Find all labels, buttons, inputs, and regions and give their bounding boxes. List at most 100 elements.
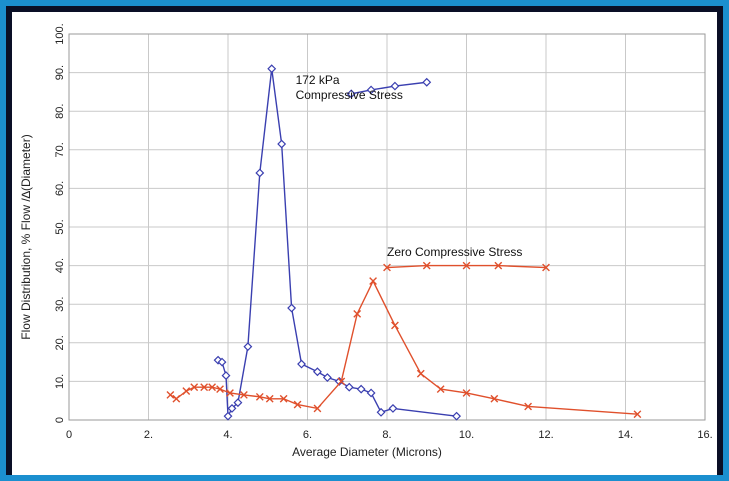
x-marker-stroke <box>190 383 199 392</box>
x-marker-stroke <box>422 261 431 270</box>
data-point-diamond <box>267 64 277 74</box>
data-point-x <box>313 404 322 413</box>
data-point-diamond <box>356 384 366 394</box>
x-marker-stroke <box>208 383 216 392</box>
annotations: 172 kPa Compressive Stress Zero Compressiv… <box>296 73 550 272</box>
data-point-diamond <box>422 77 432 87</box>
data-point-diamond <box>390 81 400 91</box>
data-point-x <box>462 389 471 397</box>
series-0 <box>213 64 462 421</box>
data-point-x <box>383 263 391 272</box>
x-marker-stroke <box>391 321 399 330</box>
data-point-diamond <box>452 411 462 421</box>
axes: 0 2. 4. 6. 8. 10. 12. 14. 16. 0 10. 20. 30. 40. 50. 60.… <box>19 23 713 459</box>
y-axis-label: Flow Distribution, % Flow /∆(Diameter) <box>19 134 33 339</box>
data-point-diamond <box>277 139 287 149</box>
data-point-x <box>391 321 399 330</box>
y-tick-label: 50. <box>54 219 66 234</box>
y-tick-label: 80. <box>54 104 66 119</box>
plot-border <box>68 33 706 421</box>
data-point-diamond <box>223 411 233 421</box>
x-marker-stroke <box>462 389 471 397</box>
x-tick-label: 12. <box>538 429 553 441</box>
x-marker-stroke <box>353 309 362 318</box>
data-point-diamond <box>227 403 237 413</box>
x-marker-stroke <box>369 277 377 285</box>
data-point-diamond <box>255 168 265 178</box>
data-point-x <box>255 392 264 401</box>
x-marker-stroke <box>383 263 391 272</box>
x-marker-stroke <box>524 402 533 411</box>
data-point-x <box>200 383 209 392</box>
data-point-x <box>353 309 362 318</box>
data-point-x <box>293 400 302 409</box>
data-point-diamond <box>366 85 376 95</box>
data-point-x <box>490 394 499 403</box>
data-point-diamond <box>217 357 227 367</box>
y-tick-label: 90. <box>54 65 66 80</box>
annotation-line: Compressive Stress <box>296 88 403 102</box>
data-point-x <box>524 402 533 411</box>
data-point-diamond <box>221 371 231 381</box>
x-marker-stroke <box>265 394 274 403</box>
annotation-zero-stress: Zero Compressive Stress <box>387 245 522 259</box>
x-marker-stroke <box>494 261 503 270</box>
data-point-diamond <box>322 373 332 382</box>
data-point-x <box>190 383 199 392</box>
data-point-x <box>542 263 550 272</box>
y-tick-label: 40. <box>54 258 66 273</box>
data-point-x <box>216 385 224 394</box>
x-marker-stroke <box>436 385 445 394</box>
series-line <box>169 279 638 415</box>
y-tick-label: 100. <box>54 23 66 44</box>
series-label-sample-1 <box>383 261 550 272</box>
series-label-sample-0 <box>346 77 432 99</box>
series-1 <box>166 277 642 419</box>
data-point-x <box>226 389 234 397</box>
data-point-diamond <box>243 342 253 352</box>
label-sample-line <box>351 81 427 95</box>
data-point-diamond <box>287 303 297 313</box>
x-tick-label: 0 <box>66 429 72 441</box>
data-point-diamond <box>297 359 306 369</box>
data-point-diamond <box>233 398 243 408</box>
series <box>166 64 642 421</box>
x-marker-stroke <box>293 400 302 409</box>
x-tick-label: 2. <box>144 429 153 441</box>
x-marker-stroke <box>462 261 471 270</box>
series-line <box>217 68 457 419</box>
x-tick-label: 14. <box>618 429 633 441</box>
y-tick-label: 60. <box>54 181 66 196</box>
x-marker-stroke <box>216 385 224 394</box>
data-point-x <box>182 387 191 395</box>
data-point-diamond <box>312 367 322 377</box>
x-marker-stroke <box>226 389 234 397</box>
x-axis-label: Average Diameter (Microns) <box>292 445 442 459</box>
annotation-172kpa: 172 kPa Compressive Stress <box>296 73 403 102</box>
data-point-diamond <box>344 382 354 392</box>
x-marker-stroke <box>172 394 181 403</box>
y-tick-label: 70. <box>54 142 66 157</box>
y-tick-label: 10. <box>54 374 66 389</box>
y-tick-label: 0 <box>54 417 66 423</box>
x-marker-stroke <box>255 392 264 401</box>
data-point-x <box>494 261 503 270</box>
data-point-x <box>337 377 346 386</box>
annotation-line: 172 kPa <box>296 73 340 87</box>
x-marker-stroke <box>416 369 425 378</box>
x-tick-label: 8. <box>382 429 391 441</box>
data-point-diamond <box>366 388 376 398</box>
data-point-x <box>416 369 425 378</box>
y-tick-label: 30. <box>54 297 66 312</box>
data-point-x <box>633 410 642 419</box>
x-marker-stroke <box>490 394 499 403</box>
x-marker-stroke <box>200 383 209 392</box>
data-point-x <box>422 261 431 270</box>
data-point-diamond <box>346 89 356 99</box>
x-marker-stroke <box>542 263 550 272</box>
data-point-x <box>166 391 175 399</box>
x-marker-stroke <box>633 410 642 419</box>
data-point-x <box>208 383 216 392</box>
x-marker-stroke <box>240 391 248 399</box>
data-point-x <box>369 277 377 285</box>
